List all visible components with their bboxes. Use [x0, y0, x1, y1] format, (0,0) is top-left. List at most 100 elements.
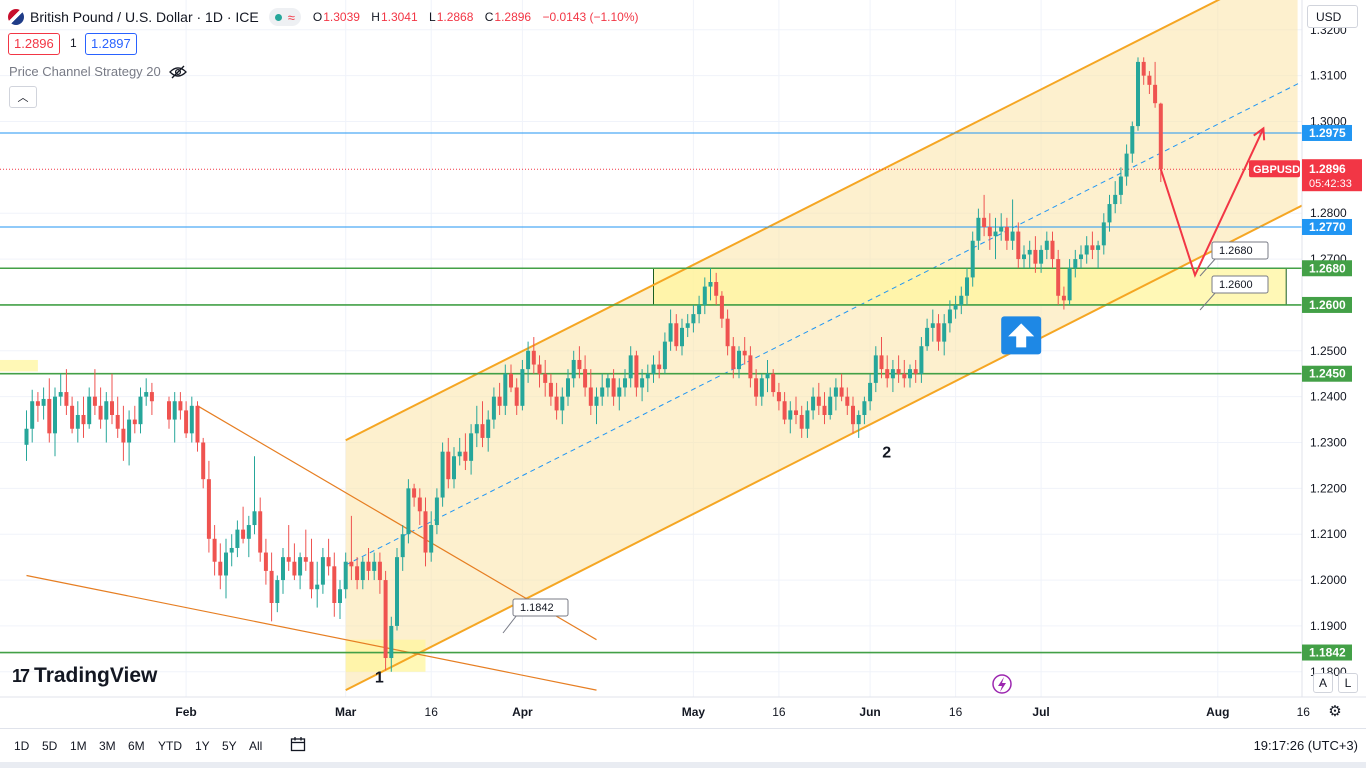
candle-body[interactable]: [469, 433, 474, 461]
candle-body[interactable]: [890, 369, 895, 379]
candle-body[interactable]: [292, 561, 297, 576]
currency-selector[interactable]: USD: [1307, 5, 1358, 28]
candle-body[interactable]: [349, 561, 354, 567]
candle-body[interactable]: [1158, 103, 1163, 170]
candle-body[interactable]: [691, 314, 696, 324]
candle-body[interactable]: [811, 396, 816, 411]
candle-body[interactable]: [320, 557, 325, 585]
candle-body[interactable]: [47, 398, 52, 434]
candle-body[interactable]: [1090, 245, 1095, 250]
candle-body[interactable]: [1107, 204, 1112, 223]
auto-scale-button[interactable]: A: [1313, 673, 1333, 693]
candle-body[interactable]: [138, 396, 143, 425]
wedge-trend-line[interactable]: [26, 574, 597, 691]
candle-body[interactable]: [412, 488, 417, 498]
candle-body[interactable]: [81, 414, 86, 425]
range-6m-button[interactable]: 6M: [128, 739, 145, 753]
collapse-legend-button[interactable]: ︿: [9, 86, 37, 108]
candle-body[interactable]: [400, 534, 405, 558]
candle-body[interactable]: [1096, 245, 1101, 250]
candle-body[interactable]: [218, 561, 223, 576]
log-scale-button[interactable]: L: [1338, 673, 1358, 693]
event-lightning-icon[interactable]: [992, 674, 1012, 694]
level-price-tag[interactable]: [1302, 124, 1352, 141]
candle-body[interactable]: [144, 392, 149, 397]
candle-body[interactable]: [605, 378, 610, 388]
candle-body[interactable]: [714, 282, 719, 296]
candle-body[interactable]: [1033, 249, 1038, 264]
candle-body[interactable]: [87, 396, 92, 425]
range-5y-button[interactable]: 5Y: [222, 739, 237, 753]
candle-body[interactable]: [725, 318, 730, 347]
candle-body[interactable]: [1061, 295, 1066, 301]
candle-body[interactable]: [560, 396, 565, 411]
level-price-tag[interactable]: [1302, 218, 1352, 235]
candle-body[interactable]: [58, 392, 63, 397]
candle-body[interactable]: [765, 373, 770, 379]
candle-body[interactable]: [440, 451, 445, 498]
candle-body[interactable]: [919, 346, 924, 374]
candle-body[interactable]: [788, 410, 793, 420]
candle-body[interactable]: [719, 295, 724, 319]
candle-body[interactable]: [588, 387, 593, 406]
range-1d-button[interactable]: 1D: [14, 739, 30, 753]
symbol-tag[interactable]: [1249, 160, 1300, 178]
candle-body[interactable]: [1153, 84, 1158, 104]
candle-body[interactable]: [309, 561, 314, 590]
candle-body[interactable]: [480, 424, 485, 438]
candle-body[interactable]: [509, 373, 513, 388]
candle-body[interactable]: [1004, 226, 1009, 241]
candle-body[interactable]: [1084, 245, 1089, 255]
candle-body[interactable]: [896, 369, 901, 374]
candle-body[interactable]: [360, 561, 365, 581]
candle-body[interactable]: [680, 327, 684, 347]
candle-body[interactable]: [970, 240, 975, 278]
candle-body[interactable]: [754, 378, 759, 397]
candle-body[interactable]: [1141, 61, 1146, 76]
candle-body[interactable]: [674, 323, 679, 347]
candle-body[interactable]: [258, 511, 263, 553]
clock-readout[interactable]: 19:17:26 (UTC+3): [1253, 738, 1358, 753]
candle-body[interactable]: [70, 405, 75, 429]
candle-body[interactable]: [121, 428, 126, 443]
level-price-tag[interactable]: [1302, 644, 1352, 661]
candle-body[interactable]: [446, 451, 451, 480]
candle-body[interactable]: [657, 364, 662, 370]
candle-body[interactable]: [395, 557, 399, 626]
candle-body[interactable]: [303, 557, 308, 562]
candle-body[interactable]: [366, 561, 371, 571]
candle-body[interactable]: [737, 350, 741, 370]
candle-body[interactable]: [902, 373, 907, 379]
candle-body[interactable]: [224, 552, 228, 576]
candle-body[interactable]: [423, 511, 428, 553]
candle-body[interactable]: [110, 401, 114, 415]
candle-body[interactable]: [640, 378, 645, 388]
callout-box[interactable]: [512, 598, 569, 617]
candle-body[interactable]: [252, 511, 257, 526]
candle-body[interactable]: [1118, 176, 1123, 195]
candle-body[interactable]: [332, 566, 337, 603]
candle-body[interactable]: [851, 405, 855, 425]
candle-body[interactable]: [548, 382, 553, 397]
candle-body[interactable]: [127, 419, 132, 443]
candle-body[interactable]: [645, 373, 650, 379]
candle-body[interactable]: [229, 547, 234, 553]
candle-body[interactable]: [212, 538, 217, 562]
time-axis[interactable]: [0, 697, 1366, 730]
candle-body[interactable]: [275, 580, 280, 603]
candle-body[interactable]: [372, 561, 377, 571]
settings-gear-icon[interactable]: ⚙: [1328, 703, 1342, 720]
candle-body[interactable]: [531, 350, 536, 365]
candle-body[interactable]: [417, 497, 422, 512]
candle-body[interactable]: [1056, 259, 1061, 296]
candle-body[interactable]: [1010, 231, 1015, 241]
candle-body[interactable]: [543, 373, 548, 383]
candle-body[interactable]: [759, 378, 764, 397]
candle-body[interactable]: [338, 589, 342, 603]
candle-body[interactable]: [913, 369, 918, 374]
candle-body[interactable]: [987, 226, 992, 237]
range-ytd-button[interactable]: YTD: [158, 739, 182, 753]
candle-body[interactable]: [281, 557, 285, 581]
price-chart[interactable]: 121.26801.26001.18421.32001.31001.30001.…: [0, 0, 1366, 730]
candle-body[interactable]: [1073, 259, 1078, 269]
